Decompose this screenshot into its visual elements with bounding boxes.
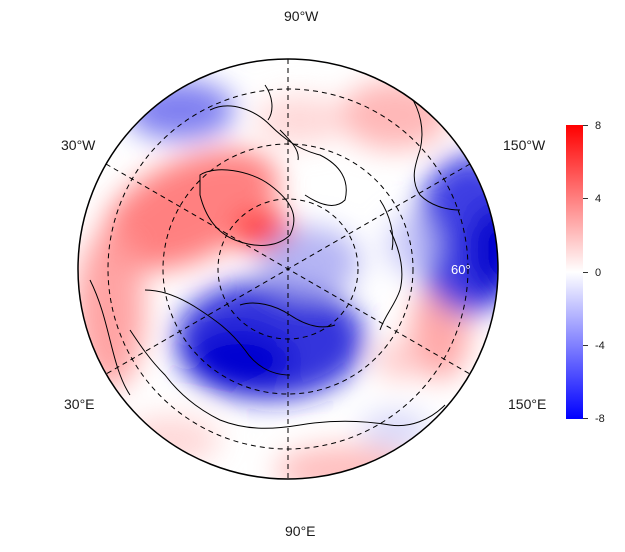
lon-label-30e: 30°E <box>64 396 95 412</box>
colorbar-tick-0: 0 <box>595 267 602 279</box>
lat-label-50: 50° <box>501 262 521 277</box>
colorbar-tick-mark <box>583 345 588 346</box>
colorbar-tick-mark <box>583 418 588 419</box>
coastlines <box>89 84 461 429</box>
colorbar-tick-mark <box>583 272 588 273</box>
lon-label-30w: 30°W <box>61 137 96 153</box>
colorbar-tick-4: 4 <box>595 193 602 205</box>
lat-label-60: 60° <box>451 262 471 277</box>
colorbar-tick-mark <box>583 125 588 126</box>
map-border <box>77 58 499 480</box>
lon-label-90w: 90°W <box>284 8 319 24</box>
graticule <box>105 59 471 479</box>
colorbar-tick-mark <box>583 198 588 199</box>
colorbar-tick-neg4: -4 <box>595 340 605 352</box>
colorbar-tick-8: 8 <box>595 120 602 132</box>
lon-label-150w: 150°W <box>503 137 546 153</box>
lon-label-90e: 90°E <box>285 523 316 539</box>
lon-label-150e: 150°E <box>508 396 547 412</box>
colorbar-tick-neg8: -8 <box>595 413 605 425</box>
colorbar <box>566 125 583 419</box>
